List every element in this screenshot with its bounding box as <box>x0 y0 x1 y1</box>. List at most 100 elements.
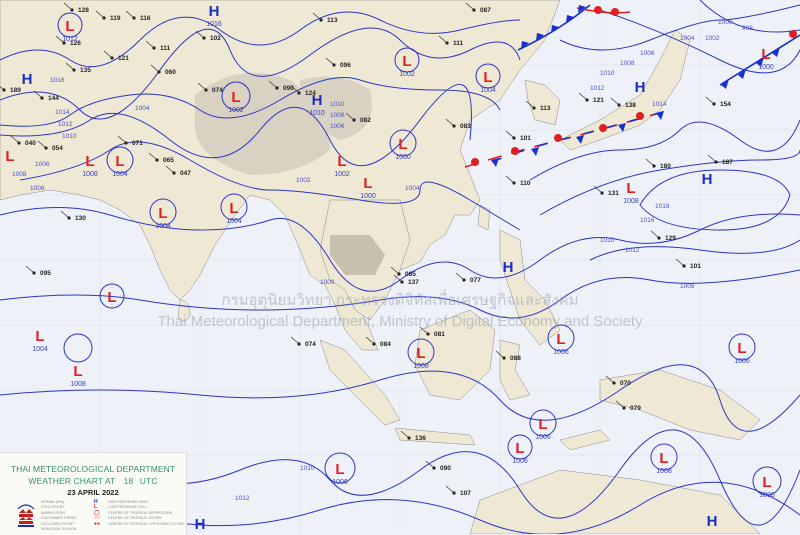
wind-barb <box>60 210 70 219</box>
isobar-label: 1012 <box>58 121 73 128</box>
center-letter: L <box>659 450 668 467</box>
wind-barb <box>197 82 207 91</box>
isobar-label: 1002 <box>705 35 720 42</box>
center-letter: L <box>65 18 74 35</box>
isobar-labels: 1016 1014 1012 1010 1008 1006 1010 1008 1006 1004… <box>12 19 753 502</box>
station-plot: 065 <box>148 152 174 164</box>
station-plot: 082 <box>345 112 371 124</box>
land-borneo <box>414 309 496 401</box>
station-plot: 047 <box>165 165 191 177</box>
isobar-label: 1012 <box>235 495 250 502</box>
cold-front-triangle <box>491 158 499 167</box>
center-pressure: 1004 <box>480 87 496 94</box>
station-plot: 144 <box>33 90 59 102</box>
legend-symbols: H L ◯ ○○ ●● <box>94 499 101 527</box>
station-pressure: 082 <box>360 117 371 124</box>
isobar-label: 1018 <box>655 203 670 210</box>
high-pressure-center: H <box>702 171 713 188</box>
center-letter: L <box>402 53 411 70</box>
station-pressure: 101 <box>690 263 701 270</box>
legend-symbol-labels: HIGH PRESSURE AREA LOW PRESSURE CELL CEN… <box>108 500 185 527</box>
station-pressure: 074 <box>305 341 316 348</box>
cold-front-triangle <box>756 57 764 67</box>
station-pressure: 071 <box>132 140 143 147</box>
legend-depression: CENTRE OF TROPICAL DEPRESSION <box>108 510 173 515</box>
legend-warm-front: WARM FRONT <box>41 510 66 515</box>
center-letter: L <box>337 153 346 170</box>
isobar-label: 998 <box>742 25 753 32</box>
legend-typhoon: CENTRE OF TROPICAL TYPHOON/CYCLONE <box>108 521 185 526</box>
center-pressure: 1016 <box>206 21 222 28</box>
wind-barb <box>25 265 35 274</box>
center-pressure: 1002 <box>228 107 244 114</box>
station-plot: 121 <box>578 92 604 104</box>
station-pressure: 090 <box>440 465 451 472</box>
cold-front-triangle <box>738 69 746 79</box>
station-pressure: 081 <box>434 331 445 338</box>
station-pressure: 060 <box>165 69 176 76</box>
station-plot: 111 <box>438 35 464 47</box>
station-pressure: 131 <box>608 190 619 197</box>
wind-barb <box>525 100 535 109</box>
station-pressure: 121 <box>593 97 604 104</box>
legend-low: LOW PRESSURE CELL <box>108 505 147 510</box>
center-letter: L <box>35 328 44 345</box>
center-letter: L <box>515 440 524 457</box>
chart-title-text: WEATHER CHART AT <box>28 476 116 486</box>
wind-barb <box>707 154 717 163</box>
center-pressure: 1004 <box>226 218 242 225</box>
low-pressure-center: L <box>107 289 116 306</box>
cold-front-triangle <box>536 33 544 41</box>
station-plot: 101 <box>675 258 701 270</box>
isobar-label: 1016 <box>50 77 65 84</box>
station-pressure: 101 <box>520 135 531 142</box>
center-pressure: 1000 <box>360 193 376 200</box>
depression-symbol: ◯ <box>94 509 100 516</box>
warm-front-semicircle <box>789 30 797 38</box>
legend-line-types: ISOBAR (hPa) COLD FRONT WARM FRONT STATI… <box>41 500 77 532</box>
warm-front-semicircle <box>594 6 602 14</box>
center-letter: L <box>5 148 14 165</box>
station-pressure: 102 <box>210 35 221 42</box>
station-pressure: 136 <box>415 435 426 442</box>
station-pressure: 095 <box>40 270 51 277</box>
tmd-logo <box>17 504 35 527</box>
chart-title: WEATHER CHART AT 18 UTC <box>0 476 186 486</box>
land-australia <box>469 469 761 534</box>
station-pressure: 077 <box>470 277 481 284</box>
cold-front-triangle <box>721 79 729 89</box>
center-pressure: 1002 <box>399 71 415 78</box>
station-pressure: 107 <box>460 490 471 497</box>
cold-front-triangle <box>576 135 584 144</box>
isobar-label: 1000 <box>718 19 733 26</box>
station-plot: 128 <box>63 2 89 14</box>
center-letter: L <box>538 416 547 433</box>
station-pressure: 113 <box>327 17 338 24</box>
wind-barb <box>290 336 300 345</box>
legend-storm: CENTRE OF TROPICAL STORM <box>108 516 162 521</box>
wind-barb <box>445 485 455 494</box>
center-rings <box>57 12 782 496</box>
wind-barb <box>445 118 455 127</box>
land-sulawesi <box>499 339 531 401</box>
storm-symbol: ○○ <box>94 515 101 522</box>
center-pressure: 1004 <box>155 223 171 230</box>
cold-front-triangle <box>772 47 780 57</box>
station-pressure: 124 <box>305 90 316 97</box>
station-pressure: 090 <box>283 85 294 92</box>
isobar-label: 1004 <box>680 35 695 42</box>
legend-box: THAI METEOROLOGICAL DEPARTMENT WEATHER C… <box>0 452 187 535</box>
wind-barb <box>125 10 135 19</box>
station-plot: 085 <box>390 266 416 278</box>
